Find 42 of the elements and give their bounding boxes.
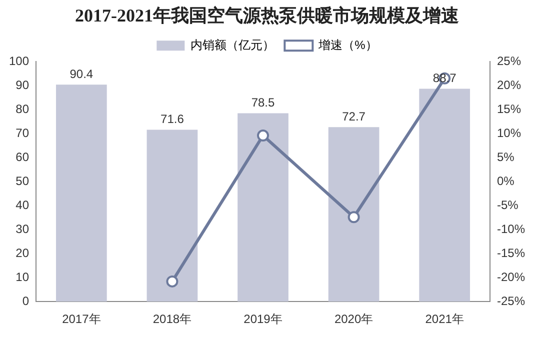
y2-tick-label: -20% — [496, 270, 526, 284]
x-tick-label: 2019年 — [244, 312, 282, 326]
data-label: 90.4 — [70, 66, 94, 81]
y2-tick-label: -25% — [496, 294, 526, 308]
chart-title: 2017-2021年我国空气源热泵供暖市场规模及增速 — [75, 5, 459, 26]
bar — [56, 84, 107, 302]
legend-label: 增速（%） — [318, 38, 378, 52]
y2-tick-label: 25% — [496, 54, 522, 68]
data-label: 71.6 — [160, 112, 184, 126]
point — [348, 211, 360, 224]
x-tick-label: 2020年 — [334, 312, 374, 326]
y-tick-label: 0 — [22, 294, 30, 308]
y-tick-label: 60 — [16, 150, 30, 164]
y-tick-label: 10 — [16, 270, 30, 284]
y-tick-label: 30 — [16, 222, 30, 236]
y-tick-label: 70 — [16, 126, 30, 140]
point — [166, 275, 178, 288]
y-tick-label: 40 — [16, 198, 30, 212]
y-tick-label: 90 — [16, 78, 30, 92]
y-tick-label: 50 — [16, 174, 30, 188]
y-tick-label: 100 — [8, 54, 30, 68]
y2-tick-label: 10% — [496, 126, 522, 140]
y2-tick-label: -5% — [496, 198, 519, 212]
data-label: 78.5 — [251, 96, 276, 110]
data-label: 72.7 — [342, 109, 366, 124]
bar — [146, 130, 198, 302]
y2-tick-label: 0% — [496, 174, 515, 188]
y-tick-label: 80 — [16, 102, 30, 116]
y2-tick-label: 15% — [496, 102, 522, 116]
point — [257, 130, 270, 142]
x-tick-label: 2021年 — [425, 312, 464, 326]
x-tick-label: 2018年 — [152, 312, 192, 326]
y2-tick-label: -10% — [496, 222, 526, 236]
bar — [328, 127, 380, 302]
bar — [419, 88, 470, 302]
y2-tick-label: 20% — [496, 78, 522, 92]
y-tick-label: 20 — [16, 246, 30, 260]
legend-label: 内销额（亿元） — [190, 38, 275, 52]
y2-tick-label: -15% — [496, 246, 526, 260]
bar — [238, 113, 288, 302]
y2-tick-label: 5% — [496, 150, 515, 164]
x-tick-label: 2017年 — [62, 312, 101, 326]
